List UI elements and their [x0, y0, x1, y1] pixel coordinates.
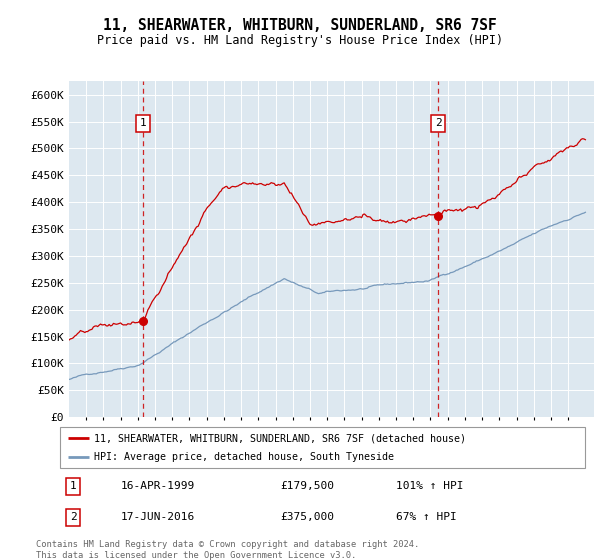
Text: 2: 2	[435, 118, 442, 128]
Text: 17-JUN-2016: 17-JUN-2016	[121, 512, 194, 522]
Text: 1: 1	[139, 118, 146, 128]
Text: 11, SHEARWATER, WHITBURN, SUNDERLAND, SR6 7SF (detached house): 11, SHEARWATER, WHITBURN, SUNDERLAND, SR…	[94, 433, 466, 443]
Text: £375,000: £375,000	[281, 512, 335, 522]
Text: 67% ↑ HPI: 67% ↑ HPI	[396, 512, 457, 522]
Text: 16-APR-1999: 16-APR-1999	[121, 481, 194, 491]
Text: Contains HM Land Registry data © Crown copyright and database right 2024.
This d: Contains HM Land Registry data © Crown c…	[36, 540, 419, 560]
FancyBboxPatch shape	[60, 427, 585, 468]
Text: 2: 2	[70, 512, 77, 522]
Text: £179,500: £179,500	[281, 481, 335, 491]
Text: 101% ↑ HPI: 101% ↑ HPI	[396, 481, 464, 491]
Text: 11, SHEARWATER, WHITBURN, SUNDERLAND, SR6 7SF: 11, SHEARWATER, WHITBURN, SUNDERLAND, SR…	[103, 18, 497, 33]
Text: HPI: Average price, detached house, South Tyneside: HPI: Average price, detached house, Sout…	[94, 452, 394, 461]
Text: 1: 1	[70, 481, 77, 491]
Text: Price paid vs. HM Land Registry's House Price Index (HPI): Price paid vs. HM Land Registry's House …	[97, 34, 503, 46]
